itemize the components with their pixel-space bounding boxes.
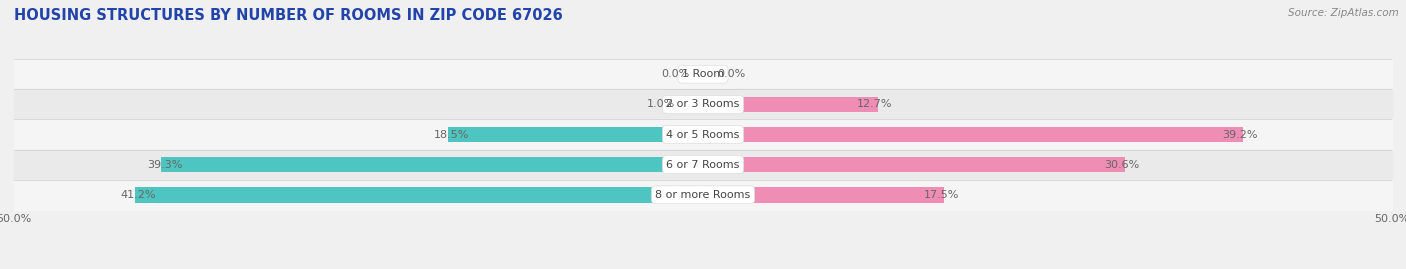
Bar <box>162 157 703 172</box>
Bar <box>14 119 1392 150</box>
Bar <box>703 157 1125 172</box>
Text: 41.2%: 41.2% <box>121 190 156 200</box>
Text: 0.0%: 0.0% <box>661 69 689 79</box>
Text: 39.3%: 39.3% <box>146 160 183 170</box>
Bar <box>703 97 877 112</box>
Bar <box>449 127 703 142</box>
Text: 8 or more Rooms: 8 or more Rooms <box>655 190 751 200</box>
Text: 1 Room: 1 Room <box>682 69 724 79</box>
Text: 1.0%: 1.0% <box>647 99 675 109</box>
Text: 12.7%: 12.7% <box>858 99 893 109</box>
Text: 6 or 7 Rooms: 6 or 7 Rooms <box>666 160 740 170</box>
Text: 2 or 3 Rooms: 2 or 3 Rooms <box>666 99 740 109</box>
Text: 30.6%: 30.6% <box>1104 160 1139 170</box>
Text: 17.5%: 17.5% <box>924 190 959 200</box>
Text: 0.0%: 0.0% <box>717 69 745 79</box>
Text: 39.2%: 39.2% <box>1222 129 1258 140</box>
Text: Source: ZipAtlas.com: Source: ZipAtlas.com <box>1288 8 1399 18</box>
Text: 4 or 5 Rooms: 4 or 5 Rooms <box>666 129 740 140</box>
Text: 18.5%: 18.5% <box>433 129 468 140</box>
Bar <box>703 187 945 203</box>
Bar <box>14 59 1392 89</box>
Bar <box>14 180 1392 210</box>
Bar <box>689 97 703 112</box>
Bar <box>703 127 1243 142</box>
Bar <box>135 187 703 203</box>
Text: HOUSING STRUCTURES BY NUMBER OF ROOMS IN ZIP CODE 67026: HOUSING STRUCTURES BY NUMBER OF ROOMS IN… <box>14 8 562 23</box>
Bar <box>14 150 1392 180</box>
Bar <box>14 89 1392 119</box>
